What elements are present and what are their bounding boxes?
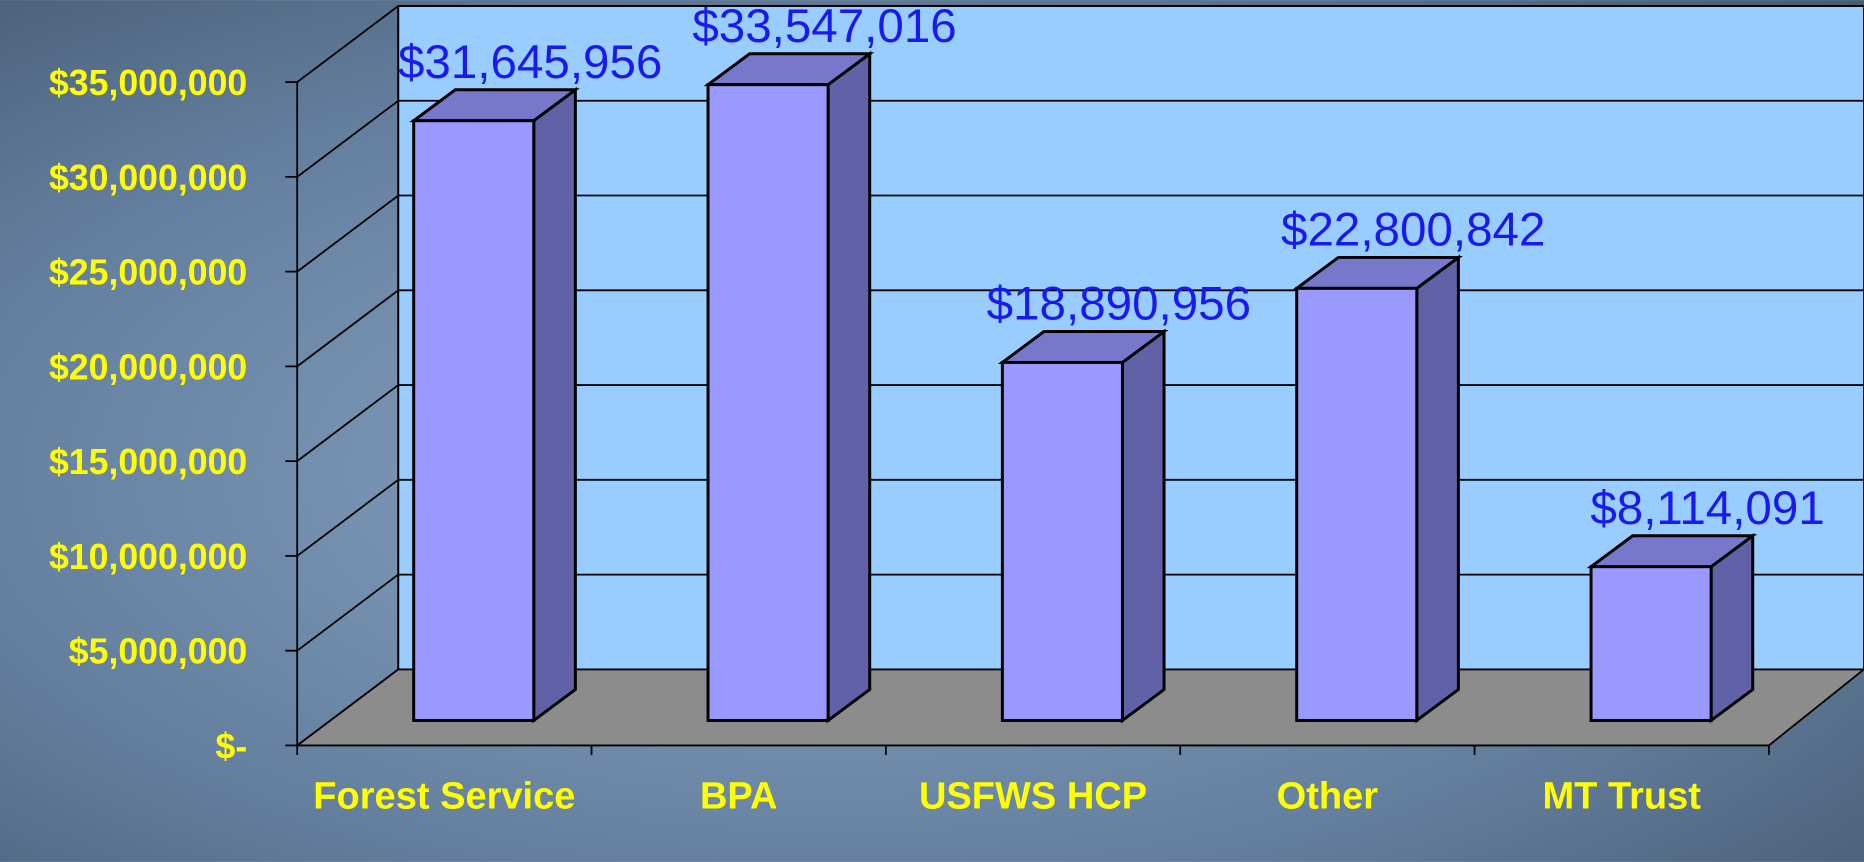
bar xyxy=(412,119,536,722)
y-tick-label: $20,000,000 xyxy=(49,347,247,387)
bar-side xyxy=(1120,328,1166,724)
value-label: $22,800,842 xyxy=(1281,204,1545,257)
bar-side xyxy=(532,86,577,724)
grid-line xyxy=(296,479,399,557)
bar-side xyxy=(826,50,872,724)
grid-line xyxy=(296,573,399,652)
y-tick-label: $25,000,000 xyxy=(49,253,247,293)
grid-line xyxy=(296,100,399,178)
y-tick-label: $- xyxy=(216,727,248,767)
y-tick-label: $10,000,000 xyxy=(49,537,247,577)
grid-line xyxy=(296,384,399,462)
y-tick-label: $35,000,000 xyxy=(49,63,247,103)
y-tick-label: $30,000,000 xyxy=(49,158,247,198)
x-tick-label: MT Trust xyxy=(1542,775,1701,817)
x-tick-label: Other xyxy=(1277,775,1379,817)
grid-line xyxy=(296,668,399,747)
value-label: $8,114,091 xyxy=(1590,482,1824,535)
value-label: $18,890,956 xyxy=(987,278,1251,331)
value-label: $33,547,016 xyxy=(692,0,956,53)
grid-line xyxy=(296,5,399,83)
bar xyxy=(706,83,830,722)
y-tick-label: $5,000,000 xyxy=(69,632,247,672)
x-tick-label: Forest Service xyxy=(313,775,575,817)
x-tick-label: BPA xyxy=(700,775,777,817)
bar xyxy=(1589,565,1713,722)
bar-side xyxy=(1415,254,1460,724)
grid-line xyxy=(296,289,399,368)
value-label: $31,645,956 xyxy=(398,36,662,89)
y-tick-label: $15,000,000 xyxy=(49,442,247,482)
bar xyxy=(1000,360,1124,722)
x-tick-label: USFWS HCP xyxy=(919,775,1147,817)
grid-line xyxy=(296,194,399,273)
bar xyxy=(1295,286,1419,722)
